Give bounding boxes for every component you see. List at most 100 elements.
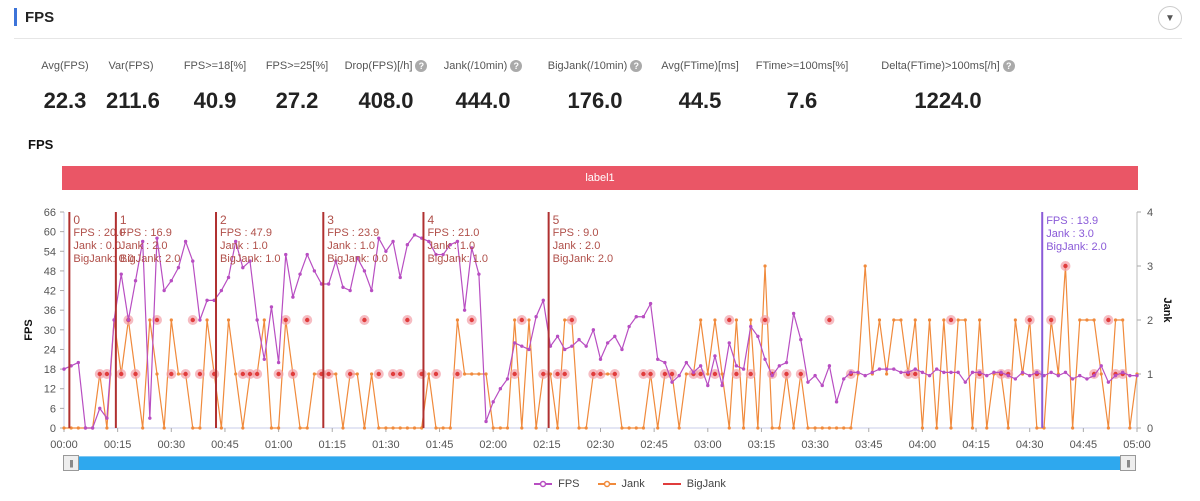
jank-point [978,318,982,322]
bigjank-point [240,371,246,377]
jank-point [570,318,574,322]
jank-point [212,372,216,376]
bigjank-halo [1024,315,1035,325]
bigjank-halo [1060,261,1071,271]
fps-point [570,344,574,348]
help-icon[interactable]: ? [510,60,523,72]
fps-point [248,259,252,263]
fps-point [62,367,66,371]
jank-point [148,318,152,322]
bigjank-halo [538,369,549,379]
metric-label: Avg(FTime)[ms] [660,58,740,74]
help-icon[interactable]: ? [415,60,428,72]
legend-item-bigjank[interactable]: BigJank [662,478,726,490]
bigjank-point [519,317,525,323]
fps-point [591,328,596,332]
marker-label: 1 [120,213,127,227]
zoom-slider-track[interactable] [64,456,1136,470]
bigjank-halo [767,369,778,379]
bigjank-halo [302,315,313,325]
fps-point [369,288,374,293]
marker-bigjank: BigJank: 1.0 [220,253,281,265]
collapse-button[interactable]: ▼ [1158,6,1182,30]
bigjank-halo [566,315,577,325]
jank-point [856,372,860,376]
fps-point [262,357,266,361]
bigjank-point [247,371,253,377]
legend-item-jank[interactable]: Jank [597,478,645,490]
bigjank-point [1027,317,1032,323]
jank-point [334,372,338,376]
bigjank-halo [194,369,205,379]
jank-point [591,372,595,376]
metric-value: 1224.0 [914,88,982,113]
jank-point [341,426,345,430]
bigjank-point [662,371,668,377]
legend-item-fps[interactable]: FPS [534,478,580,490]
x-tick-label: 02:30 [587,439,615,451]
bigjank-halo [910,369,921,379]
jank-point [784,372,789,376]
fps-point [255,318,259,322]
fps-point [763,357,767,361]
bigjank-halo [430,369,441,379]
marker-jank: Jank : 2.0 [553,240,601,252]
metric-label-text: Avg(FTime)[ms] [661,60,739,72]
bigjank-halo [280,315,291,325]
jank-point [462,372,467,376]
help-icon[interactable]: ? [1002,60,1015,72]
zoom-slider-end-handle[interactable]: ||| [1120,455,1136,471]
jank-point [248,372,252,376]
marker-jank: Jank : 1.0 [427,240,475,252]
jank-point [799,372,803,376]
bigjank-halo [946,315,957,325]
marker-jank: Jank : 0.0 [73,240,121,252]
bigjank-point [1048,317,1054,323]
bigjank-point [290,371,296,377]
bigjank-point [555,371,560,377]
fps-point [1049,370,1053,375]
jank-point [1071,426,1075,430]
x-tick-label: 04:30 [1016,439,1044,451]
fps-point [1035,370,1039,375]
bigjank-halo [187,315,198,325]
jank-point [949,426,953,430]
jank-point [942,318,946,322]
y-tick-label: 66 [44,207,56,219]
bigjank-halo [273,369,284,379]
jank-point [234,372,238,376]
metric-label: Avg(FPS) [40,58,90,74]
bigjank-halo [695,369,706,379]
bigjank-point [133,371,138,377]
help-icon[interactable]: ? [630,60,643,72]
fps-point [534,315,538,319]
jank-point [455,318,460,322]
chart-legend: FPS Jank BigJank [0,478,1200,490]
fps-point [334,259,338,263]
panel-header: FPS [14,6,54,28]
jank-point [1006,426,1010,430]
bigjank-point [283,317,288,323]
bigjank-point [433,371,439,377]
bigjank-point [905,371,911,377]
bigjank-halo [903,369,914,379]
y-axis-title: FPS [23,319,35,340]
jank-point [169,318,173,322]
jank-point [448,426,452,430]
label-bar[interactable]: label1 [62,166,1138,190]
zoom-slider-start-handle[interactable]: ||| [63,455,79,471]
fps-point [319,282,324,286]
bigjank-point [784,371,789,377]
jank-point [606,372,610,376]
jank-point [1042,426,1046,430]
metric-label: Drop(FPS)[/h]? [342,58,430,74]
marker-fps: FPS : 23.9 [327,227,379,239]
jank-point [1049,318,1053,322]
bigjank-point [362,317,367,323]
bigjank-point [319,371,324,377]
fps-point [140,239,145,244]
fps-point [427,239,431,244]
jank-point [627,426,631,430]
bigjank-halo [709,369,720,379]
jank-point [913,318,917,322]
